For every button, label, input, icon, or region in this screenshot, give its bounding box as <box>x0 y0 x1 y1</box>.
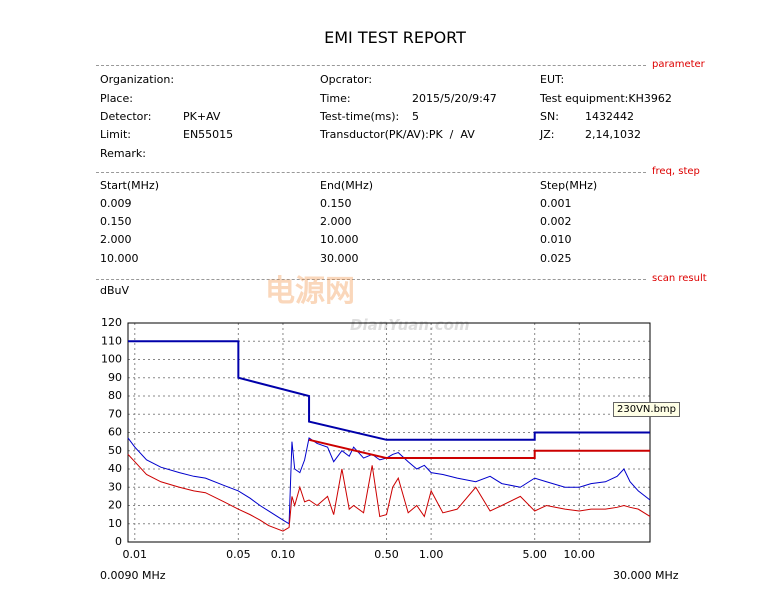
field-label: Test equipment:KH3962 <box>540 92 672 105</box>
field: Test-time(ms): 5 <box>320 110 419 123</box>
field: Opcrator: <box>320 73 412 86</box>
y-tick-label: 80 <box>108 389 122 402</box>
field-value: 1432442 <box>585 110 634 123</box>
y-tick-label: 20 <box>108 499 122 512</box>
y-axis-label: dBuV <box>100 284 130 297</box>
field-label: Place: <box>100 92 133 105</box>
table-header: End(MHz) <box>320 179 374 192</box>
table-cell: 10.000 <box>320 233 359 246</box>
data-line <box>127 437 651 525</box>
y-tick-label: 30 <box>108 480 122 493</box>
x-range-label: 0.0090 MHz <box>100 569 166 582</box>
field: SN: 1432442 <box>540 110 634 123</box>
field: Transductor(PK/AV): PK / AV <box>320 128 475 141</box>
section-marker: freq, step <box>652 166 700 177</box>
field: Organization: <box>100 73 183 86</box>
watermark: 电源网 <box>265 274 355 309</box>
section-marker: parameter <box>652 59 705 70</box>
x-tick-label: 0.01 <box>123 548 148 561</box>
y-tick-label: 90 <box>108 371 122 384</box>
field-label: SN: <box>540 110 559 123</box>
table-cell: 0.009 <box>100 197 132 210</box>
field: Place: <box>100 92 183 105</box>
y-tick-label: 120 <box>101 316 122 329</box>
data-line <box>308 438 650 460</box>
field: Detector: PK+AV <box>100 110 220 123</box>
section-rule <box>96 172 646 173</box>
report-title: EMI TEST REPORT <box>324 28 466 47</box>
field-label: Opcrator: <box>320 73 373 86</box>
y-tick-label: 10 <box>108 517 122 530</box>
field-label: Detector: <box>100 110 152 123</box>
x-tick-label: 10.00 <box>564 548 596 561</box>
field-value: 5 <box>412 110 419 123</box>
field: EUT: <box>540 73 585 86</box>
data-line <box>127 454 651 532</box>
field: Test equipment:KH3962 <box>540 92 672 105</box>
field-label: EUT: <box>540 73 565 86</box>
table-cell: 0.025 <box>540 252 572 265</box>
field: Limit: EN55015 <box>100 128 233 141</box>
table-cell: 10.000 <box>100 252 139 265</box>
x-tick-label: 0.05 <box>226 548 251 561</box>
y-tick-label: 110 <box>101 334 122 347</box>
x-tick-label: 0.10 <box>271 548 296 561</box>
field-value: 2,14,1032 <box>585 128 641 141</box>
field: Remark: <box>100 147 183 160</box>
table-cell: 2.000 <box>320 215 352 228</box>
field-label: JZ: <box>540 128 555 141</box>
x-range-label: 30.000 MHz <box>613 569 679 582</box>
field-value: PK+AV <box>183 110 221 123</box>
table-cell: 2.000 <box>100 233 132 246</box>
x-tick-label: 0.50 <box>374 548 399 561</box>
field: JZ: 2,14,1032 <box>540 128 641 141</box>
y-tick-label: 50 <box>108 444 122 457</box>
x-tick-label: 1.00 <box>419 548 444 561</box>
field-value: 2015/5/20/9:47 <box>412 92 497 105</box>
field-label: Limit: <box>100 128 131 141</box>
table-cell: 0.150 <box>320 197 352 210</box>
section-rule <box>96 279 646 280</box>
table-cell: 0.150 <box>100 215 132 228</box>
field-label: Remark: <box>100 147 146 160</box>
table-cell: 0.001 <box>540 197 572 210</box>
table-cell: 30.000 <box>320 252 359 265</box>
section-marker: scan result <box>652 273 707 284</box>
y-tick-label: 40 <box>108 462 122 475</box>
field-label: Test-time(ms): <box>320 110 400 123</box>
watermark: DianYuan.com <box>350 316 470 334</box>
field-value: PK / AV <box>428 128 475 141</box>
field-label: Organization: <box>100 73 175 86</box>
y-tick-label: 60 <box>108 426 122 439</box>
table-header: Step(MHz) <box>540 179 598 192</box>
y-tick-label: 0 <box>115 535 122 548</box>
table-header: Start(MHz) <box>100 179 159 192</box>
field: Time: 2015/5/20/9:47 <box>320 92 497 105</box>
data-line <box>128 340 650 441</box>
section-rule <box>96 65 646 66</box>
y-tick-label: 100 <box>101 353 122 366</box>
file-tooltip: 230VN.bmp <box>613 402 681 417</box>
field-label: Transductor(PK/AV): <box>320 128 429 141</box>
field-value: EN55015 <box>183 128 234 141</box>
x-tick-label: 5.00 <box>522 548 547 561</box>
field-label: Time: <box>320 92 351 105</box>
table-cell: 0.002 <box>540 215 572 228</box>
y-tick-label: 70 <box>108 407 122 420</box>
table-cell: 0.010 <box>540 233 572 246</box>
